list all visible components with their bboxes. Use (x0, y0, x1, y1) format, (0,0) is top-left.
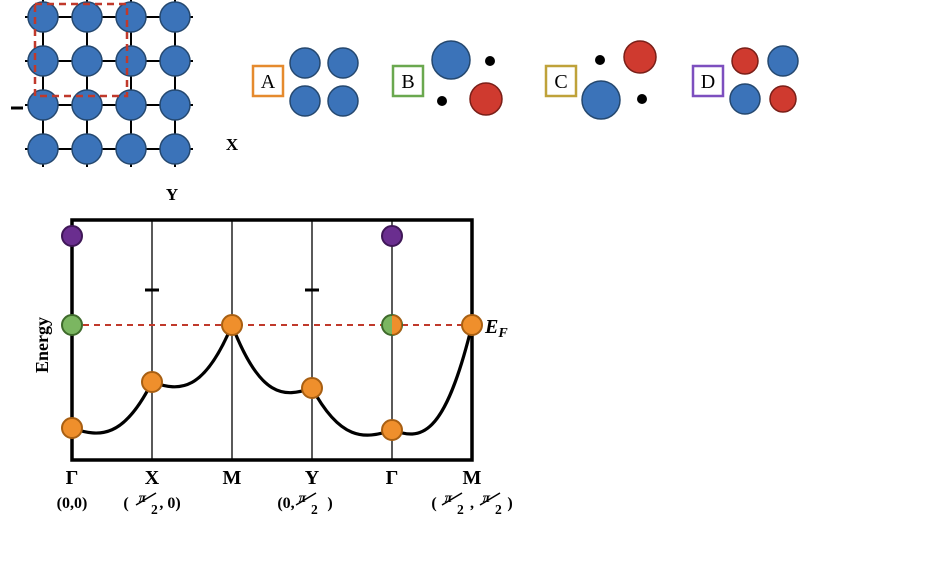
lattice-y-label: Y (166, 185, 178, 204)
lattice-x-label: X (226, 135, 239, 154)
svg-text:2: 2 (457, 502, 464, 517)
lattice-atom (28, 2, 58, 32)
legend-dot (637, 94, 647, 104)
legend-B: B (393, 41, 502, 115)
band-marker (382, 420, 402, 440)
lattice-atom (72, 2, 102, 32)
band-marker (302, 378, 322, 398)
band-marker (62, 315, 82, 335)
band-curve (72, 382, 152, 433)
lattice-atom (160, 90, 190, 120)
svg-text:(0,: (0, (277, 495, 294, 512)
lattice-atom (160, 2, 190, 32)
band-curve (392, 325, 472, 434)
legend-label: B (401, 71, 414, 93)
band-marker (142, 372, 162, 392)
svg-text:): ) (507, 495, 512, 512)
kpoint-coord: (0,0) (57, 495, 88, 512)
legend-atom (432, 41, 470, 79)
kpoint-label: Γ (386, 467, 399, 489)
lattice-atom (28, 90, 58, 120)
legend-atom (328, 48, 358, 78)
legend-label: D (701, 71, 715, 93)
legend-atom (290, 48, 320, 78)
legend-atom (732, 48, 758, 74)
fermi-label: EF (484, 316, 508, 341)
band-marker (62, 226, 82, 246)
legend-label: C (554, 71, 567, 93)
svg-text:2: 2 (495, 502, 502, 517)
band-ylabel: Energy (32, 317, 52, 373)
lattice-atom (72, 90, 102, 120)
lattice-atom (160, 46, 190, 76)
kpoint-label: Γ (66, 467, 79, 489)
band-marker (462, 315, 482, 335)
legend-atom (768, 46, 798, 76)
svg-text:π: π (139, 490, 147, 505)
legend-atom (470, 83, 502, 115)
band-curve (152, 325, 232, 387)
lattice-atom (72, 46, 102, 76)
legend-label: A (261, 71, 276, 93)
legend-atom (582, 81, 620, 119)
legend-atom (624, 41, 656, 73)
band-marker (222, 315, 242, 335)
band-diagram: EF Energy Γ X M Y Γ M (0,0) (32, 220, 508, 512)
lattice-atom (116, 46, 146, 76)
legend-atom (730, 84, 760, 114)
legend-atom (328, 86, 358, 116)
kpoint-label: Y (305, 467, 320, 489)
lattice-atom (160, 134, 190, 164)
legend-dot (437, 96, 447, 106)
band-curve (232, 325, 312, 393)
lattice-atom (116, 90, 146, 120)
kpoint-label: X (145, 467, 160, 489)
legend-D: D (693, 46, 798, 114)
band-marker (382, 226, 402, 246)
legend-dot (595, 55, 605, 65)
kpoint-label: M (463, 467, 482, 489)
svg-text:(: ( (431, 495, 436, 512)
svg-text:2: 2 (151, 502, 158, 517)
lattice-atom (28, 46, 58, 76)
lattice-atom (116, 2, 146, 32)
lattice (11, 0, 193, 167)
lattice-atom (116, 134, 146, 164)
legend-C: C (546, 41, 656, 119)
band-curve (312, 388, 392, 435)
band-marker (62, 418, 82, 438)
svg-text:π: π (483, 490, 491, 505)
lattice-atom (72, 134, 102, 164)
svg-text:π: π (299, 490, 307, 505)
legend-A: A (253, 48, 358, 116)
band-frame (72, 220, 472, 460)
kpoint-label: M (223, 467, 242, 489)
legend-dot (485, 56, 495, 66)
lattice-atom (28, 134, 58, 164)
legend-atom (770, 86, 796, 112)
svg-text:, 0): , 0) (159, 495, 180, 512)
svg-text:(: ( (123, 495, 128, 512)
svg-text:2: 2 (311, 502, 318, 517)
svg-text:π: π (445, 490, 453, 505)
svg-text:): ) (327, 495, 332, 512)
legend-atom (290, 86, 320, 116)
svg-text:,: , (470, 495, 474, 512)
